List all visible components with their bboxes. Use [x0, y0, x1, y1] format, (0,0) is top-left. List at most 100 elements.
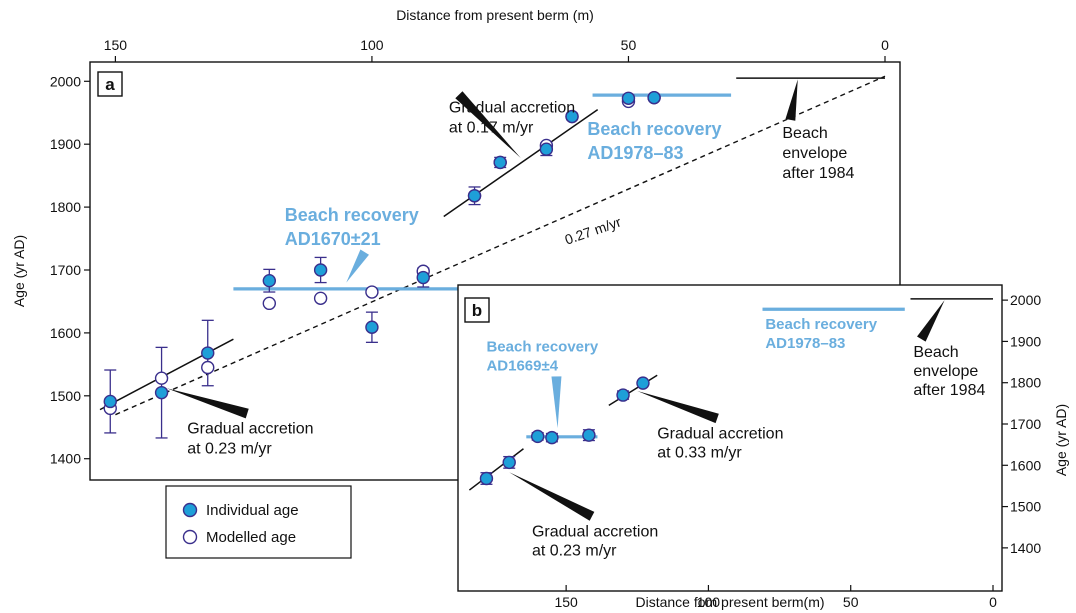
- individual-age-point: [467, 189, 482, 203]
- y-tick-label: 1400: [1010, 540, 1041, 556]
- individual-age-point: [154, 385, 169, 400]
- legend-box: [165, 485, 352, 559]
- y-tick-label: 2000: [1010, 292, 1041, 308]
- dashed-line-rate-label: 0.27 m/yr: [563, 213, 624, 247]
- panel-b: 150 100 50 0 1400 1500 1600 1700 1800 1900 2000 Di…: [457, 284, 1069, 610]
- individual-age-point: [313, 263, 328, 277]
- individual-age-point: [616, 388, 630, 402]
- y-tick-label: 1900: [50, 136, 81, 152]
- panel-b-axes: 150 100 50 0 1400 1500 1600 1700 1800 1900 2000: [554, 292, 1041, 610]
- annotation-pointer: [917, 300, 945, 342]
- annotation-label: after 1984: [782, 165, 854, 182]
- annotation-label: at 0.17 m/yr: [449, 120, 534, 137]
- annotation-label: Beach: [782, 125, 827, 142]
- annotation-label: Beach: [913, 344, 958, 361]
- individual-age-point: [365, 320, 379, 334]
- annotation-label: envelope: [782, 145, 847, 162]
- recovery-pointer: [346, 249, 369, 283]
- y-tick-label: 1800: [1010, 375, 1041, 391]
- individual-age-point: [545, 430, 559, 445]
- individual-age-point: [201, 346, 215, 360]
- individual-age-point: [582, 428, 596, 442]
- individual-age-point: [502, 455, 516, 470]
- beach-recovery-label: Beach recovery: [587, 119, 721, 139]
- panel-b-points: [479, 376, 650, 486]
- x-tick-label: 150: [104, 37, 128, 53]
- annotation-pointer: [455, 91, 521, 159]
- legend: Individual age Modelled age: [165, 485, 352, 559]
- panel-b-x-axis-title: Distance fom present berm(m): [635, 594, 824, 610]
- annotation-label: Gradual accretion: [532, 523, 658, 540]
- y-tick-label: 1500: [1010, 499, 1041, 515]
- beach-recovery-label: AD1978–83: [765, 335, 845, 352]
- panel-b-annotations: Beach recovery AD1669±4 Beach recovery AD19…: [486, 300, 985, 559]
- individual-age-point: [479, 471, 494, 486]
- beach-recovery-label: Beach recovery: [285, 205, 419, 225]
- annotation-label: after 1984: [913, 382, 985, 399]
- panel-a-axes: 150 100 50 0 1400 1500 1600 1700 1800 1900 2000: [50, 37, 889, 467]
- legend-modelled-marker: [182, 529, 198, 545]
- x-tick-label: 0: [881, 37, 889, 53]
- beach-recovery-label: AD1978–83: [587, 143, 683, 163]
- panel-b-label: b: [472, 301, 482, 320]
- x-tick-label: 50: [843, 594, 859, 610]
- individual-age-point: [416, 270, 430, 285]
- y-tick-label: 1400: [50, 451, 81, 467]
- x-tick-label: 50: [621, 37, 637, 53]
- modelled-age-point: [313, 291, 328, 306]
- panel-a-x-axis-title: Distance from present berm (m): [396, 7, 594, 23]
- modelled-age-point: [201, 360, 215, 375]
- y-tick-label: 1800: [50, 199, 81, 215]
- legend-modelled-label: Modelled age: [206, 529, 296, 546]
- y-tick-label: 1700: [1010, 416, 1041, 432]
- y-tick-label: 1900: [1010, 333, 1041, 349]
- individual-age-point: [621, 91, 636, 105]
- panel-a-y-axis-title: Age (yr AD): [11, 235, 27, 307]
- annotation-label: envelope: [913, 363, 978, 380]
- annotation-pointer: [637, 390, 719, 424]
- panel-a-label: a: [105, 75, 115, 94]
- annotation-label: at 0.23 m/yr: [187, 441, 272, 458]
- y-tick-label: 1500: [50, 388, 81, 404]
- recovery-pointer: [551, 376, 562, 429]
- annotation-pointer: [785, 79, 798, 121]
- individual-age-point: [565, 109, 579, 124]
- individual-age-point: [262, 273, 277, 288]
- y-tick-label: 1600: [1010, 457, 1041, 473]
- x-tick-label: 100: [697, 594, 721, 610]
- individual-age-point: [647, 90, 661, 105]
- individual-age-point: [636, 376, 650, 390]
- x-tick-label: 150: [554, 594, 578, 610]
- panel-a: 150 100 50 0 1400 1500 1600 1700 1800 1900 2000 Di…: [11, 7, 901, 481]
- annotation-label: Gradual accretion: [187, 421, 313, 438]
- panel-b-y-axis-title: Age (yr AD): [1053, 404, 1069, 476]
- individual-age-point: [493, 155, 507, 170]
- modelled-age-point: [262, 296, 277, 311]
- y-tick-label: 2000: [50, 73, 81, 89]
- modelled-age-point: [365, 285, 379, 299]
- beach-recovery-label: AD1669±4: [486, 358, 558, 375]
- panel-a-points: [103, 90, 661, 439]
- annotation-label: at 0.33 m/yr: [657, 444, 742, 461]
- x-tick-label: 100: [360, 37, 384, 53]
- individual-age-point: [530, 429, 545, 444]
- annotation-label: Gradual accretion: [449, 100, 575, 117]
- panel-a-annotations: Beach recovery AD1670±21 Beach recovery AD1…: [166, 79, 855, 458]
- legend-individual-label: Individual age: [206, 502, 299, 519]
- annotation-label: Gradual accretion: [657, 425, 783, 442]
- y-tick-label: 1700: [50, 262, 81, 278]
- panel-a-label-box: [97, 71, 123, 97]
- accretion-trend-line: [608, 374, 658, 407]
- individual-age-point: [539, 142, 554, 156]
- legend-individual-marker: [182, 502, 198, 518]
- annotation-pointer: [509, 472, 595, 521]
- x-tick-label: 0: [989, 594, 997, 610]
- y-tick-label: 1600: [50, 325, 81, 341]
- beach-recovery-label: Beach recovery: [765, 316, 877, 333]
- beach-recovery-label: AD1670±21: [285, 229, 381, 249]
- annotation-pointer: [166, 388, 249, 419]
- beach-recovery-label: Beach recovery: [486, 339, 598, 356]
- accretion-trend-line: [468, 448, 524, 491]
- annotation-label: at 0.23 m/yr: [532, 542, 617, 559]
